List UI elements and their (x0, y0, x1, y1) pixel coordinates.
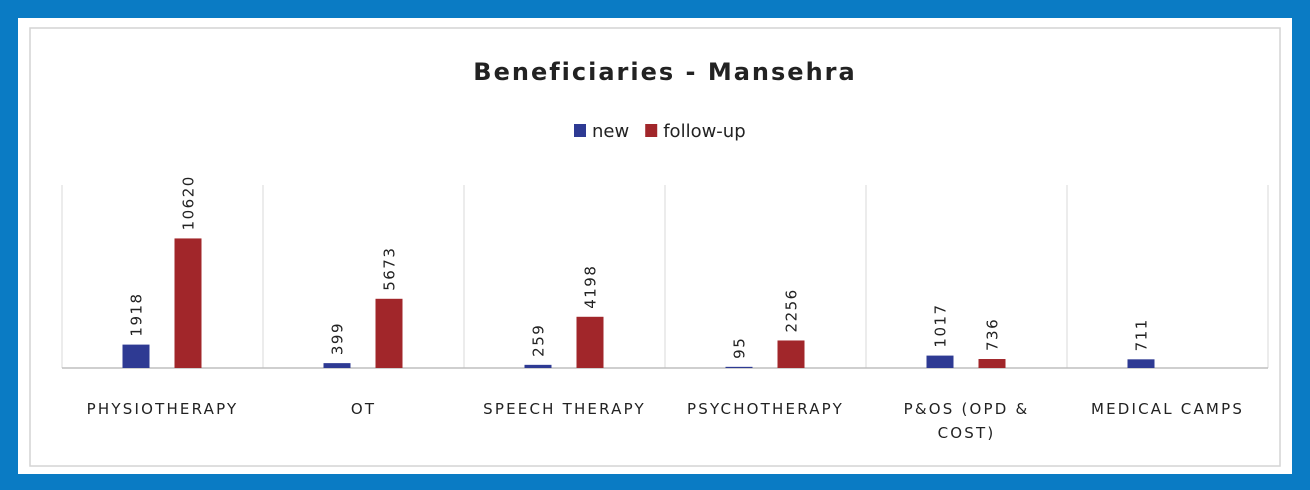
bar (122, 344, 150, 368)
x-tick-label: PSYCHOTHERAPY (687, 400, 844, 418)
data-label: 736 (984, 318, 1002, 351)
bar (978, 359, 1006, 368)
data-label: 2256 (783, 288, 801, 332)
data-label: 1918 (128, 292, 146, 336)
x-tick-label: OT (351, 400, 376, 418)
x-tick-label: MEDICAL CAMPS (1091, 400, 1244, 418)
bar (174, 238, 202, 368)
x-tick-label: P&OS (OPD & COST) (904, 400, 1030, 442)
data-label: 399 (329, 322, 347, 355)
bar (1127, 359, 1155, 368)
data-label: 1017 (932, 303, 950, 347)
bar (926, 355, 954, 368)
x-tick-label: PHYSIOTHERAPY (87, 400, 239, 418)
bar (524, 364, 552, 368)
legend-label: new (592, 121, 629, 142)
data-label: 259 (530, 324, 548, 357)
bar (777, 340, 805, 368)
x-tick-label: SPEECH THERAPY (483, 400, 646, 418)
bar (725, 366, 753, 368)
chart-area (29, 27, 1281, 467)
chart-title: Beneficiaries - Mansehra (473, 58, 856, 86)
bar (576, 316, 604, 368)
data-label: 10620 (180, 175, 198, 230)
bar (375, 298, 403, 368)
bar (323, 363, 351, 368)
data-label: 5673 (381, 247, 399, 291)
legend-swatch (645, 124, 658, 137)
legend-swatch (574, 124, 586, 137)
data-label: 95 (731, 337, 749, 359)
data-label: 711 (1133, 318, 1151, 351)
data-label: 4198 (582, 265, 600, 309)
legend-label: follow-up (663, 121, 745, 142)
